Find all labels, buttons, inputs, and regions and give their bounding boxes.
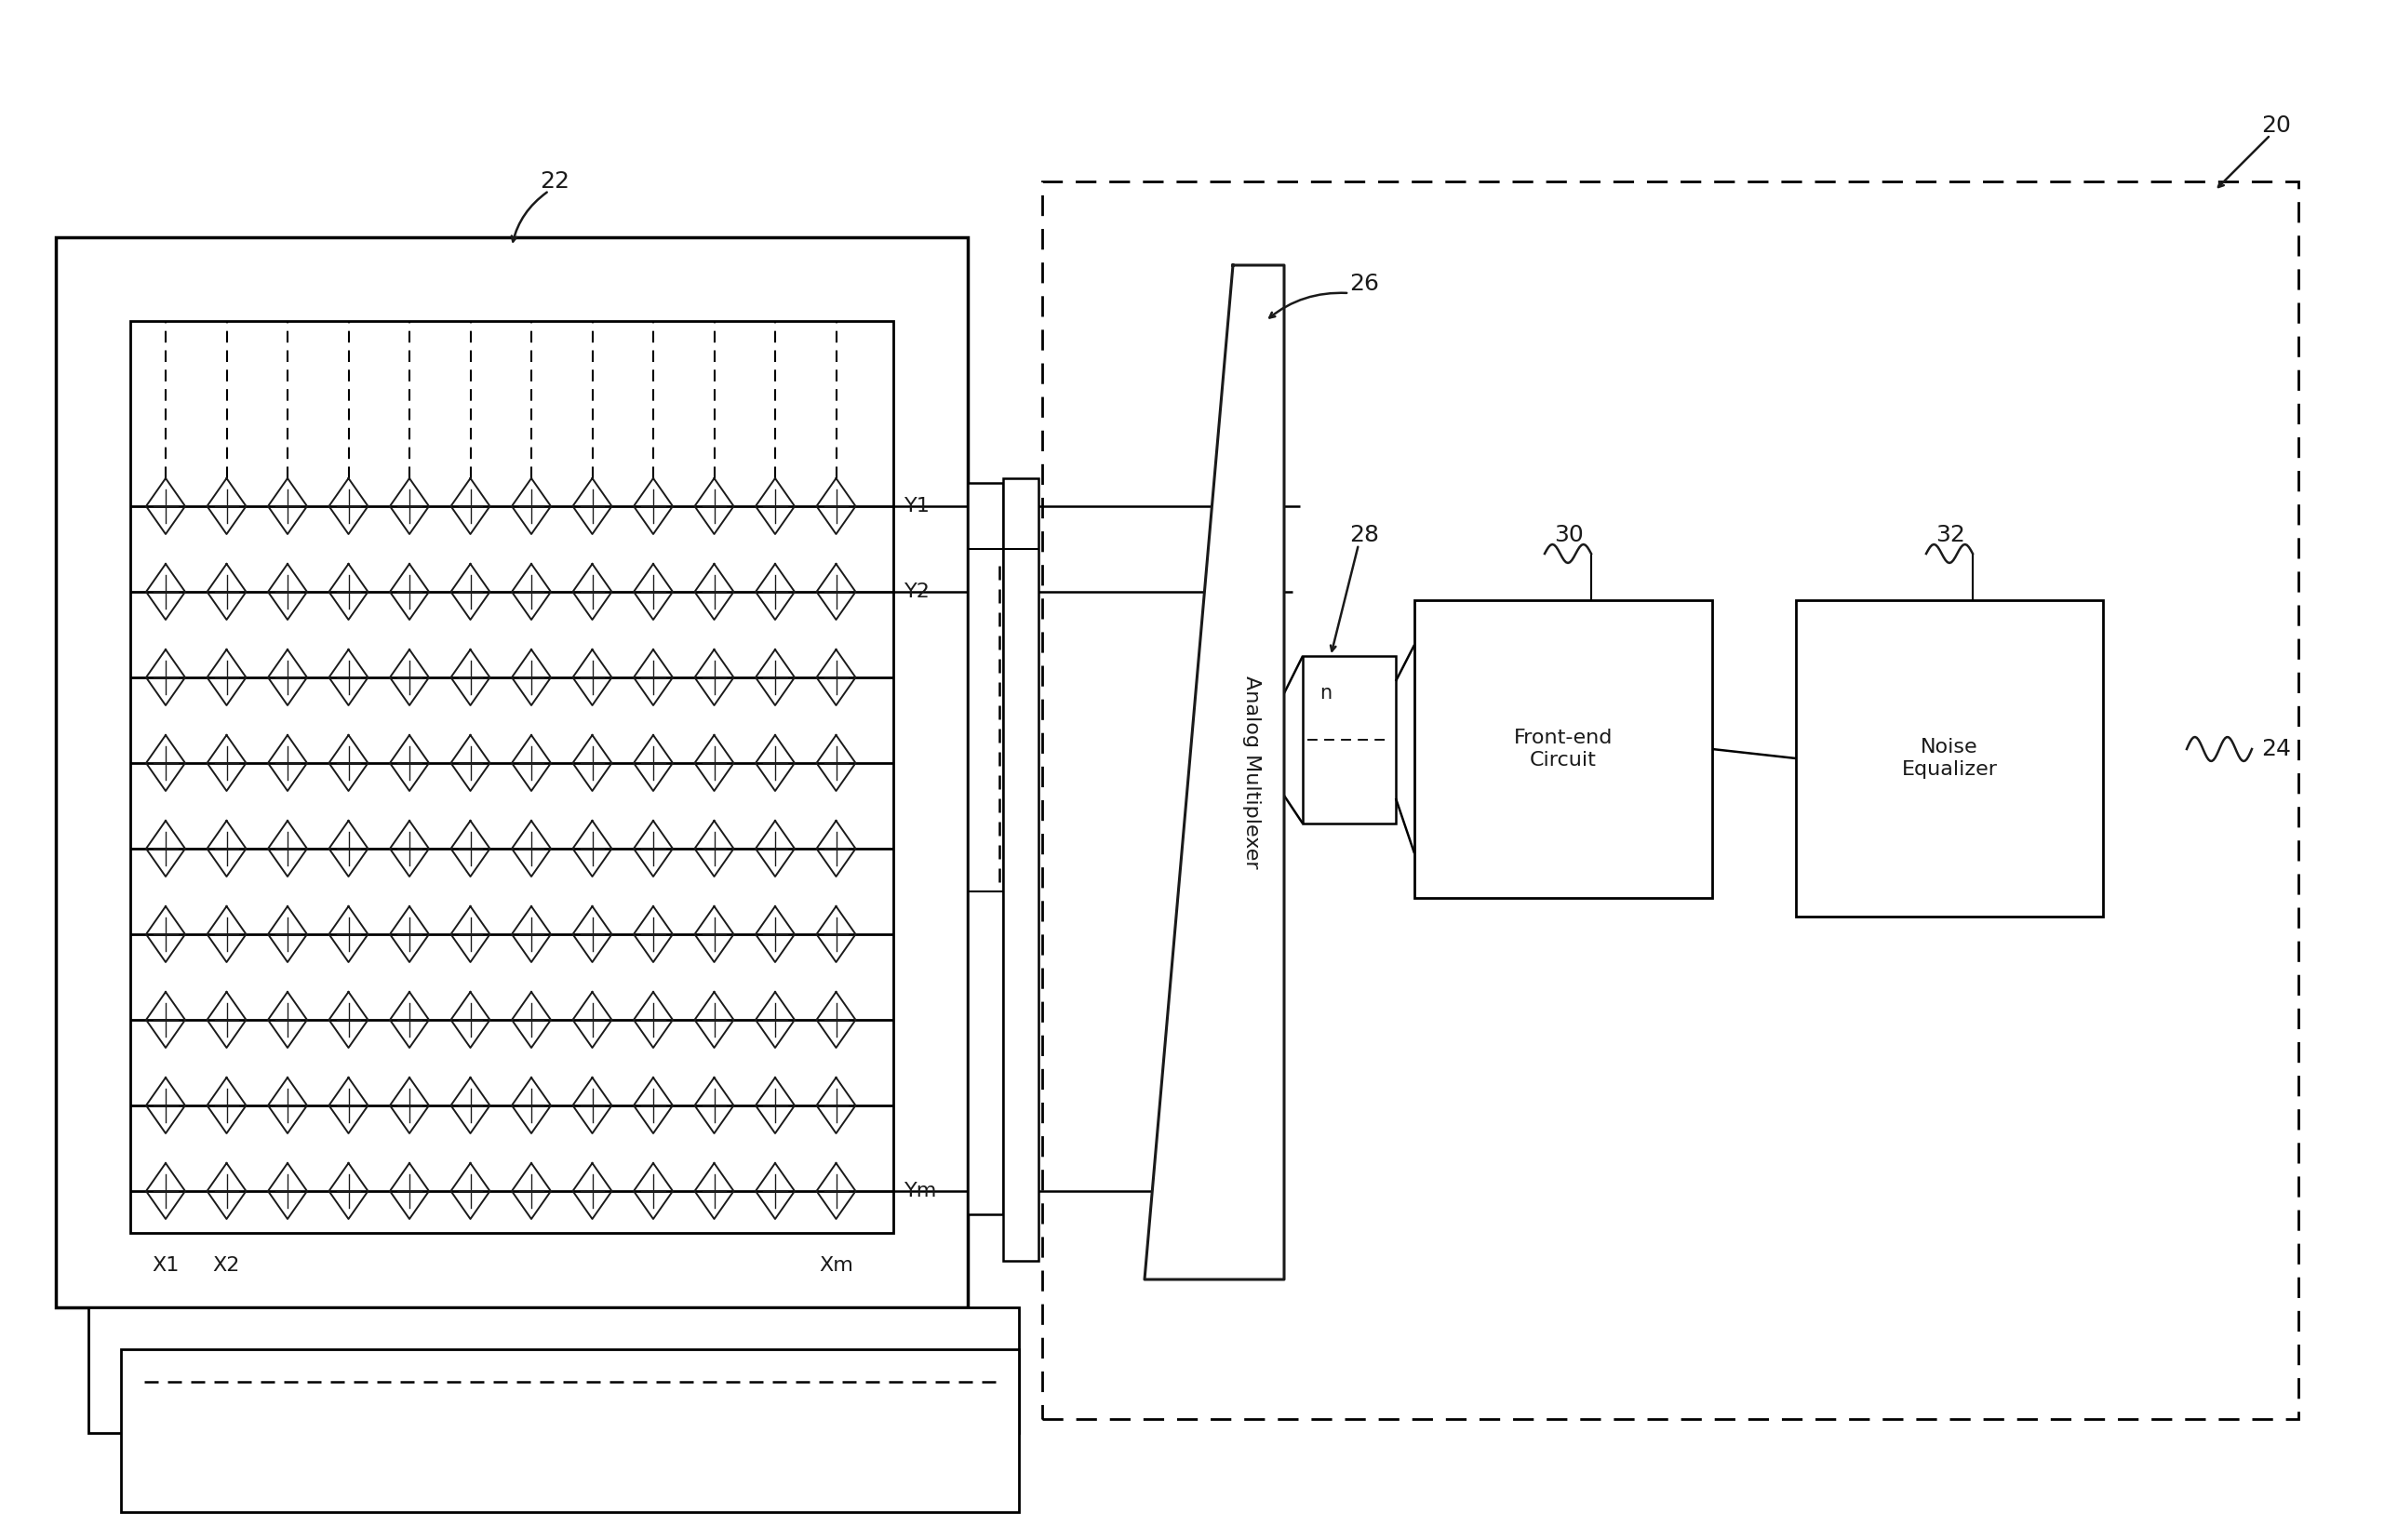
Text: 28: 28 bbox=[1349, 524, 1378, 547]
FancyBboxPatch shape bbox=[131, 320, 894, 1234]
Polygon shape bbox=[1144, 265, 1285, 1280]
Text: Y2: Y2 bbox=[904, 582, 930, 601]
Text: 20: 20 bbox=[2260, 114, 2291, 137]
Text: 22: 22 bbox=[539, 171, 570, 192]
Text: Noise
Equalizer: Noise Equalizer bbox=[1902, 738, 1998, 778]
FancyBboxPatch shape bbox=[1795, 601, 2103, 916]
FancyBboxPatch shape bbox=[1042, 182, 2298, 1418]
Text: X1: X1 bbox=[153, 1257, 179, 1275]
Text: 24: 24 bbox=[2260, 738, 2291, 761]
Text: 32: 32 bbox=[1936, 524, 1964, 547]
Text: Xm: Xm bbox=[820, 1257, 853, 1275]
FancyBboxPatch shape bbox=[88, 1307, 1018, 1434]
FancyBboxPatch shape bbox=[55, 237, 968, 1307]
Text: 30: 30 bbox=[1554, 524, 1583, 547]
FancyBboxPatch shape bbox=[1302, 656, 1395, 824]
Text: Y1: Y1 bbox=[904, 497, 930, 516]
Text: X2: X2 bbox=[212, 1257, 241, 1275]
Text: Ym: Ym bbox=[904, 1181, 937, 1200]
FancyBboxPatch shape bbox=[1004, 479, 1039, 1261]
FancyBboxPatch shape bbox=[122, 1349, 1018, 1512]
Text: Analog Multiplexer: Analog Multiplexer bbox=[1242, 676, 1261, 869]
Text: 26: 26 bbox=[1349, 273, 1378, 296]
Text: Front-end
Circuit: Front-end Circuit bbox=[1514, 728, 1612, 768]
FancyBboxPatch shape bbox=[1414, 601, 1712, 898]
FancyBboxPatch shape bbox=[968, 484, 1004, 1215]
Text: n: n bbox=[1318, 684, 1333, 702]
